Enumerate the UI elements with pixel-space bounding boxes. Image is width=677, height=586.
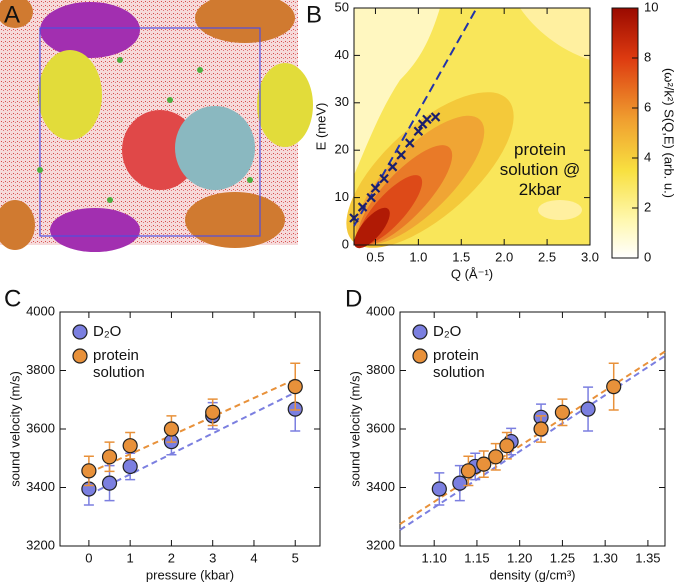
cross-marker (370, 183, 381, 193)
y-tick-label: 3200 (366, 537, 395, 552)
x-tick-label: 1.25 (550, 550, 575, 565)
cross-marker (349, 213, 359, 223)
data-point (205, 404, 221, 420)
data-point (163, 421, 180, 437)
data-point (101, 449, 118, 465)
cross-marker (413, 126, 424, 137)
x-tick-label: 2 (168, 550, 175, 565)
y-axis-label: sound velocity (m/s) (347, 371, 362, 487)
cross-marker (422, 114, 432, 125)
y-tick-label: 0 (342, 236, 349, 251)
cross-marker (430, 112, 441, 122)
y-tick-label: 30 (335, 94, 349, 109)
cross-marker (379, 173, 389, 184)
data-point (452, 475, 468, 491)
data-point (499, 438, 515, 454)
legend-label: protein solution (433, 347, 485, 381)
x-tick-label: 2.0 (495, 249, 513, 264)
x-axis-label: density (g/cm³) (490, 567, 576, 582)
colorbar-tick-label: 0 (644, 249, 651, 264)
annotation: protein solution @ 2kbar (499, 140, 581, 199)
y-axis-label: E (meV) (313, 103, 328, 151)
x-tick-label: 1.0 (409, 249, 427, 264)
y-tick-label: 4000 (26, 303, 55, 318)
colorbar-tick-label: 4 (644, 149, 651, 164)
cross-marker (405, 138, 415, 148)
data-point (287, 378, 303, 395)
y-tick-label: 3400 (366, 479, 395, 494)
panel-label: C (4, 285, 21, 312)
y-tick-label: 50 (335, 0, 349, 14)
x-tick-label: 0.5 (366, 249, 384, 264)
panel-label: A (4, 1, 20, 28)
contour-field (346, 8, 590, 249)
legend-label: D₂O (93, 323, 122, 340)
x-tick-label: 1.15 (464, 550, 489, 565)
data-point (431, 481, 447, 497)
x-tick-label: 4 (250, 550, 257, 565)
x-tick-label: 1 (127, 550, 134, 565)
legend-label: D₂O (433, 323, 462, 340)
y-tick-label: 3800 (366, 362, 395, 377)
colorbar (611, 7, 639, 259)
colorbar-tick-label: 2 (644, 199, 651, 214)
data-point (554, 404, 571, 420)
x-tick-label: 5 (292, 550, 299, 565)
y-tick-label: 20 (335, 142, 349, 157)
x-tick-label: 1.20 (507, 550, 532, 565)
fit-line (88, 378, 296, 474)
colorbar-label: (ω²/k²) S(Q,E) (arb. u.) (662, 68, 677, 198)
legend-marker (72, 348, 88, 364)
cross-marker (357, 202, 368, 212)
x-tick-label: 1.35 (635, 550, 660, 565)
y-tick-label: 3600 (26, 420, 55, 435)
molecule-image (0, 0, 313, 252)
data-point (81, 463, 97, 479)
panel-label: D (345, 285, 362, 312)
colorbar-tick-label: 6 (644, 99, 651, 114)
y-tick-label: 10 (335, 189, 349, 204)
y-tick-label: 3200 (26, 537, 55, 552)
y-tick-label: 3600 (366, 420, 395, 435)
x-tick-label: 1.5 (452, 249, 470, 264)
data-point (580, 401, 596, 417)
panel-label: B (306, 1, 322, 28)
cross-marker (366, 192, 376, 203)
plot-frame (353, 7, 591, 246)
data-point (122, 438, 138, 454)
x-tick-label: 1.10 (422, 550, 447, 565)
colorbar-tick-label: 10 (644, 0, 658, 14)
y-axis-label: sound velocity (m/s) (7, 371, 22, 487)
colorbar-tick-label: 8 (644, 49, 651, 64)
data-point (122, 458, 138, 475)
fit-line (88, 391, 296, 496)
x-tick-label: 0 (85, 550, 92, 565)
y-tick-label: 40 (335, 47, 349, 62)
data-point (101, 475, 118, 491)
data-point (488, 449, 504, 465)
x-axis-label: Q (Å⁻¹) (451, 266, 493, 281)
x-tick-label: 3.0 (581, 249, 599, 264)
legend-marker (72, 324, 88, 340)
x-tick-label: 3 (209, 550, 216, 565)
fit-line (399, 350, 666, 525)
x-tick-label: 1.30 (593, 550, 618, 565)
data-point (533, 421, 549, 437)
y-tick-label: 3400 (26, 479, 55, 494)
data-point (460, 463, 476, 479)
data-point (476, 456, 492, 472)
y-tick-label: 3800 (26, 362, 55, 377)
data-point (606, 378, 622, 395)
y-tick-label: 4000 (366, 303, 395, 318)
legend-label: protein solution (93, 347, 145, 381)
legend-marker (412, 348, 428, 364)
x-axis-label: pressure (kbar) (146, 567, 234, 582)
cross-marker (396, 150, 406, 160)
x-tick-label: 2.5 (538, 249, 556, 264)
cross-marker (387, 162, 398, 172)
legend-marker (412, 324, 428, 340)
